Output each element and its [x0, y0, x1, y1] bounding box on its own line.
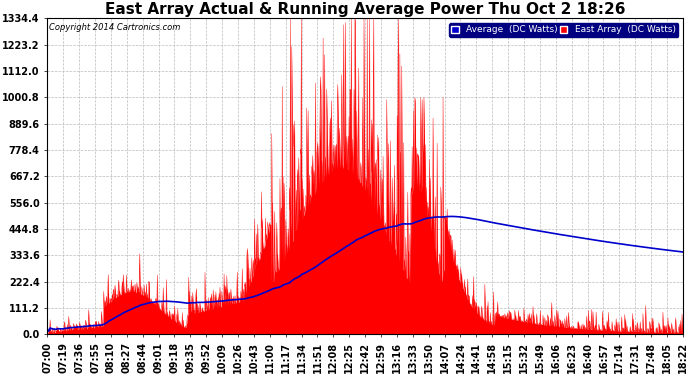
Legend: Average  (DC Watts), East Array  (DC Watts): Average (DC Watts), East Array (DC Watts…: [448, 23, 678, 37]
Text: Copyright 2014 Cartronics.com: Copyright 2014 Cartronics.com: [48, 23, 180, 32]
Title: East Array Actual & Running Average Power Thu Oct 2 18:26: East Array Actual & Running Average Powe…: [105, 2, 625, 17]
